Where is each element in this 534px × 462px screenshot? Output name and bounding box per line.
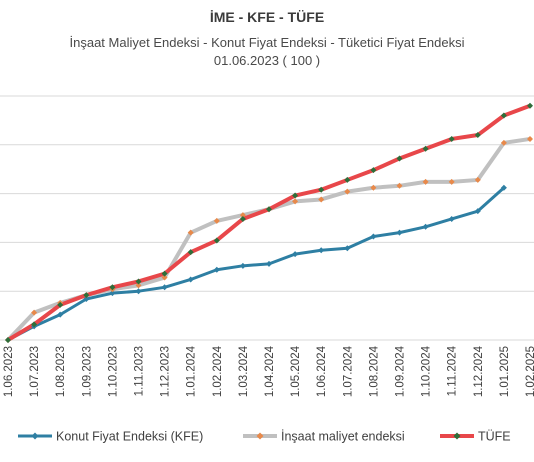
legend-label: TÜFE: [478, 430, 511, 444]
data-point: [239, 215, 246, 222]
data-point: [344, 188, 351, 195]
data-point: [422, 223, 429, 230]
chart-title: İME - KFE - TÜFE: [209, 9, 325, 25]
data-point: [83, 292, 90, 299]
x-tick-label: 1.09.2024: [395, 345, 407, 397]
data-point: [213, 266, 220, 273]
x-tick-label: 1.10.2023: [107, 346, 119, 397]
series-line-0: [6, 186, 506, 342]
data-point: [344, 245, 351, 252]
x-tick-label: 1.12.2023: [160, 346, 172, 397]
x-axis-tick-labels: 1.06.2023 1.07.2023 1.08.2023 1.09.2023 1.10…: [3, 345, 534, 397]
data-point: [370, 167, 377, 174]
data-point: [135, 278, 142, 285]
gridlines: [0, 95, 534, 341]
data-point: [448, 215, 455, 222]
x-tick-label: 1.10.2024: [421, 345, 433, 397]
x-tick-label: 1.07.2023: [29, 346, 41, 397]
x-tick-label: 1.09.2023: [81, 346, 93, 397]
legend-marker: [31, 432, 39, 440]
data-point: [187, 276, 194, 283]
data-point: [448, 178, 455, 185]
data-point: [500, 112, 507, 119]
data-point: [161, 270, 168, 277]
x-tick-label: 1.05.2024: [290, 345, 302, 397]
data-point: [135, 288, 142, 295]
data-point: [239, 262, 246, 269]
data-point: [31, 321, 38, 328]
data-point: [370, 184, 377, 191]
data-point: [161, 274, 168, 281]
data-point: [396, 229, 403, 236]
series-line-1: [6, 136, 532, 342]
data-point: [239, 212, 246, 219]
x-tick-label: 1.06.2024: [316, 345, 328, 397]
data-point: [57, 311, 64, 318]
data-point: [266, 206, 272, 213]
data-point: [187, 229, 194, 236]
x-tick-label: 1.11.2023: [134, 346, 146, 396]
chart-subtitle: İnşaat Maliyet Endeksi - Konut Fiyat End…: [69, 35, 465, 50]
data-point: [396, 155, 403, 162]
data-point: [213, 237, 220, 244]
data-point: [474, 132, 481, 139]
data-point: [292, 192, 299, 199]
x-tick-label: 1.06.2023: [3, 346, 15, 397]
data-point: [57, 301, 64, 308]
data-point: [109, 290, 116, 297]
data-point: [422, 145, 429, 152]
x-tick-label: 1.11.2024: [447, 345, 459, 396]
x-tick-label: 1.01.2025: [499, 346, 511, 397]
data-point: [266, 260, 272, 267]
data-point: [161, 284, 168, 291]
data-point: [5, 337, 11, 343]
data-point: [292, 198, 299, 205]
data-point: [83, 296, 90, 303]
data-point: [135, 282, 142, 289]
x-tick-label: 1.08.2023: [55, 346, 67, 397]
data-point: [344, 176, 351, 183]
legend-label: İnşaat maliyet endeksi: [281, 430, 405, 444]
x-tick-label: 1.02.2024: [212, 345, 224, 397]
data-point: [527, 102, 533, 109]
data-point: [213, 217, 220, 224]
data-point: [318, 196, 325, 203]
legend-marker: [256, 432, 264, 440]
x-tick-label: 1.07.2024: [342, 345, 354, 397]
data-point: [109, 284, 116, 291]
legend-marker: [453, 432, 461, 440]
data-point: [527, 135, 533, 142]
data-point: [474, 176, 481, 183]
data-point: [292, 251, 299, 258]
x-tick-label: 1.08.2024: [368, 345, 380, 397]
data-point: [448, 135, 455, 142]
legend-label: Konut Fiyat Endeksi (KFE): [56, 430, 203, 444]
chart-base-date: 01.06.2023 ( 100 ): [213, 53, 321, 68]
data-point: [500, 139, 507, 146]
data-point: [422, 178, 429, 185]
data-point: [318, 186, 325, 193]
x-tick-label: 1.03.2024: [238, 345, 250, 397]
data-point: [318, 247, 325, 254]
data-point: [187, 249, 194, 256]
data-point: [396, 182, 403, 189]
x-tick-label: 1.12.2024: [473, 345, 485, 397]
data-point: [474, 208, 481, 215]
x-tick-label: 1.02.2025: [525, 346, 534, 397]
legend: Konut Fiyat Endeksi (KFE) İnşaat maliyet …: [18, 430, 511, 444]
data-point: [370, 233, 377, 240]
x-tick-label: 1.01.2024: [186, 345, 198, 397]
data-point: [500, 184, 507, 191]
data-point: [31, 309, 38, 316]
series-lines: [5, 102, 533, 343]
x-tick-label: 1.04.2024: [264, 345, 276, 397]
